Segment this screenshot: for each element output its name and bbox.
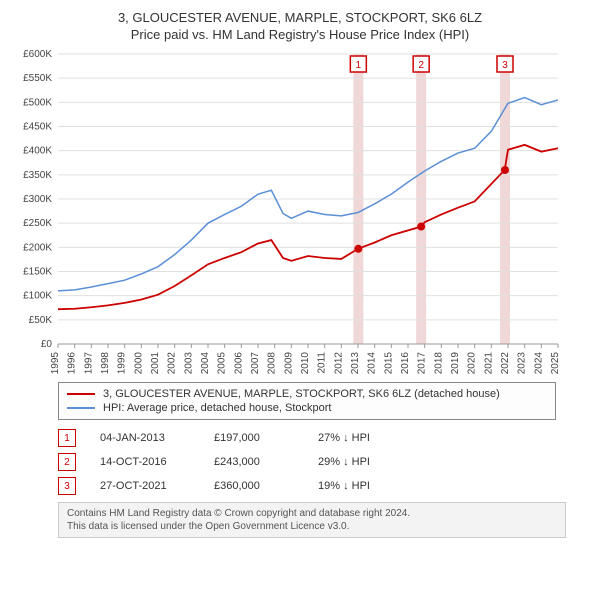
chart-title-block: 3, GLOUCESTER AVENUE, MARPLE, STOCKPORT,… [10, 10, 590, 42]
svg-text:£200K: £200K [23, 242, 52, 253]
sale-marker-1: 1 [58, 429, 76, 447]
sale-pct: 19% ↓ HPI [318, 480, 408, 492]
attribution-line1: Contains HM Land Registry data © Crown c… [67, 507, 557, 520]
svg-text:£100K: £100K [23, 291, 52, 302]
sale-date: 14-OCT-2016 [100, 456, 190, 468]
legend-swatch-hpi [67, 407, 95, 409]
legend-item-hpi: HPI: Average price, detached house, Stoc… [67, 401, 547, 415]
svg-text:2005: 2005 [217, 352, 228, 375]
sale-marker-3: 3 [58, 477, 76, 495]
sale-pct: 27% ↓ HPI [318, 432, 408, 444]
sale-marker-2: 2 [58, 453, 76, 471]
svg-text:£150K: £150K [23, 267, 52, 278]
svg-text:1: 1 [356, 60, 362, 71]
svg-text:£550K: £550K [23, 73, 52, 84]
svg-text:2013: 2013 [350, 352, 361, 375]
svg-text:2008: 2008 [267, 352, 278, 375]
svg-text:£600K: £600K [23, 49, 52, 60]
svg-text:2017: 2017 [417, 352, 428, 375]
svg-text:2002: 2002 [167, 352, 178, 375]
svg-text:2010: 2010 [300, 352, 311, 375]
svg-text:1996: 1996 [67, 352, 78, 375]
sale-date: 27-OCT-2021 [100, 480, 190, 492]
svg-text:2022: 2022 [500, 352, 511, 375]
svg-text:2003: 2003 [183, 352, 194, 375]
svg-text:£250K: £250K [23, 218, 52, 229]
svg-text:2016: 2016 [400, 352, 411, 375]
svg-text:2021: 2021 [483, 352, 494, 375]
sale-row: 1 04-JAN-2013 £197,000 27% ↓ HPI [58, 426, 438, 450]
svg-text:£350K: £350K [23, 170, 52, 181]
svg-text:2012: 2012 [333, 352, 344, 375]
price-chart: £0 £50K £100K £150K £200K £250K £300K £350K £400… [10, 46, 570, 376]
legend-label-property: 3, GLOUCESTER AVENUE, MARPLE, STOCKPORT,… [103, 388, 500, 400]
sale-row: 2 14-OCT-2016 £243,000 29% ↓ HPI [58, 450, 438, 474]
svg-text:2019: 2019 [450, 352, 461, 375]
svg-text:£0: £0 [41, 339, 53, 350]
legend-item-property: 3, GLOUCESTER AVENUE, MARPLE, STOCKPORT,… [67, 387, 547, 401]
svg-text:£450K: £450K [23, 122, 52, 133]
svg-text:2009: 2009 [283, 352, 294, 375]
svg-text:2004: 2004 [200, 352, 211, 375]
legend-label-hpi: HPI: Average price, detached house, Stoc… [103, 402, 332, 414]
svg-text:2025: 2025 [550, 352, 561, 375]
svg-text:2007: 2007 [250, 352, 261, 375]
svg-text:3: 3 [502, 60, 508, 71]
sale-price: £197,000 [214, 432, 294, 444]
title-subtitle: Price paid vs. HM Land Registry's House … [10, 27, 590, 42]
svg-text:2006: 2006 [233, 352, 244, 375]
sale-date: 04-JAN-2013 [100, 432, 190, 444]
svg-text:2001: 2001 [150, 352, 161, 375]
chart-container: £0 £50K £100K £150K £200K £250K £300K £350K £400… [10, 46, 590, 376]
attribution-line2: This data is licensed under the Open Gov… [67, 520, 557, 533]
title-address: 3, GLOUCESTER AVENUE, MARPLE, STOCKPORT,… [10, 10, 590, 25]
svg-text:2000: 2000 [133, 352, 144, 375]
sales-table: 1 04-JAN-2013 £197,000 27% ↓ HPI 2 14-OC… [58, 426, 438, 498]
svg-text:2015: 2015 [383, 352, 394, 375]
svg-text:2024: 2024 [533, 352, 544, 375]
legend: 3, GLOUCESTER AVENUE, MARPLE, STOCKPORT,… [58, 382, 556, 420]
svg-text:£300K: £300K [23, 194, 52, 205]
sale-price: £360,000 [214, 480, 294, 492]
svg-text:2014: 2014 [367, 352, 378, 375]
svg-text:2018: 2018 [433, 352, 444, 375]
svg-text:1998: 1998 [100, 352, 111, 375]
svg-text:2023: 2023 [517, 352, 528, 375]
sale-price: £243,000 [214, 456, 294, 468]
svg-text:£500K: £500K [23, 97, 52, 108]
attribution: Contains HM Land Registry data © Crown c… [58, 502, 566, 538]
svg-text:£50K: £50K [29, 315, 53, 326]
sale-pct: 29% ↓ HPI [318, 456, 408, 468]
svg-text:2: 2 [418, 60, 424, 71]
sale-row: 3 27-OCT-2021 £360,000 19% ↓ HPI [58, 474, 438, 498]
svg-text:1999: 1999 [117, 352, 128, 375]
legend-swatch-property [67, 393, 95, 395]
svg-text:1995: 1995 [50, 352, 61, 375]
svg-text:2020: 2020 [467, 352, 478, 375]
svg-text:1997: 1997 [83, 352, 94, 375]
svg-text:£400K: £400K [23, 146, 52, 157]
svg-text:2011: 2011 [317, 352, 328, 374]
